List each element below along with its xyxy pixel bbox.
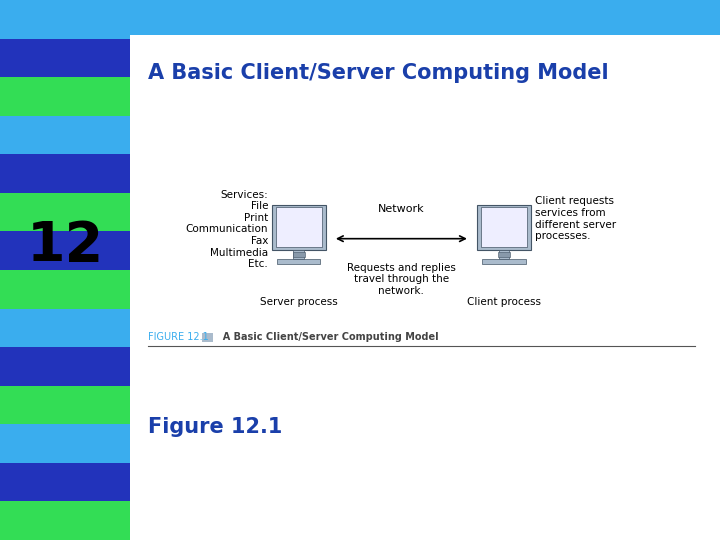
Bar: [477, 205, 531, 250]
Bar: [277, 259, 320, 265]
Text: Services:
File
Print
Communication
Fax
Multimedia
Etc.: Services: File Print Communication Fax M…: [186, 190, 268, 269]
Text: Network: Network: [378, 204, 425, 214]
Text: 12: 12: [27, 219, 104, 273]
Bar: [272, 205, 325, 250]
Bar: [293, 253, 305, 256]
Bar: [202, 333, 213, 342]
Text: Server process: Server process: [260, 297, 338, 307]
Bar: [0, 463, 130, 502]
Text: FIGURE 12.1: FIGURE 12.1: [148, 333, 208, 342]
Text: Client requests
services from
different server
processes.: Client requests services from different …: [534, 197, 616, 241]
Bar: [0, 154, 130, 193]
Bar: [481, 207, 527, 247]
Bar: [482, 259, 526, 265]
Bar: [0, 232, 130, 270]
Bar: [0, 0, 130, 38]
Bar: [0, 77, 130, 116]
Bar: [294, 250, 304, 259]
Bar: [0, 347, 130, 386]
Bar: [0, 308, 130, 347]
Bar: [0, 386, 130, 424]
Bar: [0, 270, 130, 308]
Bar: [498, 250, 510, 259]
Text: A Basic Client/Server Computing Model: A Basic Client/Server Computing Model: [216, 333, 438, 342]
Text: Client process: Client process: [467, 297, 541, 307]
Text: A Basic Client/Server Computing Model: A Basic Client/Server Computing Model: [148, 63, 608, 83]
Text: Figure 12.1: Figure 12.1: [148, 416, 282, 437]
Bar: [276, 207, 322, 247]
Bar: [498, 253, 510, 256]
Bar: [0, 116, 130, 154]
Bar: [0, 38, 130, 77]
Bar: [0, 0, 720, 35]
Text: Requests and replies
travel through the
network.: Requests and replies travel through the …: [347, 262, 456, 296]
Bar: [0, 193, 130, 232]
Bar: [0, 424, 130, 463]
Bar: [0, 502, 130, 540]
